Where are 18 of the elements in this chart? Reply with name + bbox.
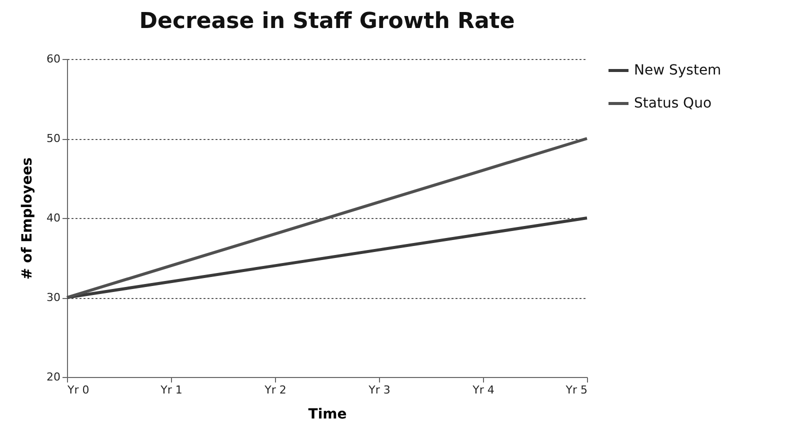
x-tick-label: Yr 5 <box>564 384 588 396</box>
y-axis-title: # of Employees <box>20 157 36 280</box>
line-series <box>66 137 588 299</box>
y-tick-label: 40 <box>46 212 60 224</box>
y-tick-label: 50 <box>46 132 60 145</box>
chart-title: Decrease in Staff Growth Rate <box>139 9 515 34</box>
y-tick-label: 20 <box>46 370 60 384</box>
line-series <box>66 216 588 299</box>
legend-label: New System <box>634 62 722 78</box>
x-tick-label: Yr 4 <box>472 384 494 396</box>
y-tick-label: 30 <box>46 291 60 304</box>
x-tick-label: Yr 0 <box>66 384 90 396</box>
x-axis-title: Time <box>308 406 347 422</box>
x-tick-label: Yr 1 <box>160 384 182 396</box>
x-tick-label: Yr 3 <box>368 384 390 396</box>
y-tick-label: 60 <box>46 52 60 66</box>
x-tick-label: Yr 2 <box>264 384 286 396</box>
legend-label: Status Quo <box>634 96 712 112</box>
